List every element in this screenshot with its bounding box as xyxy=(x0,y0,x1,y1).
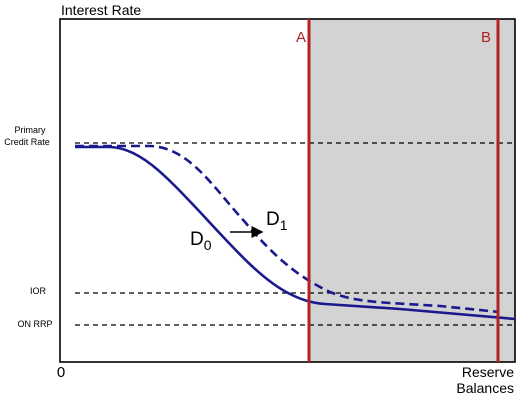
demand-curve-d1 xyxy=(75,144,500,314)
curve-label-d0: D0 xyxy=(190,229,212,253)
on-rrp-label: ON RRP xyxy=(17,319,52,329)
curve-label-d1-sub: 1 xyxy=(280,217,288,233)
primary-credit-label-line2: Credit Rate xyxy=(4,137,50,147)
origin-label: 0 xyxy=(57,364,65,381)
plot-frame xyxy=(59,18,516,363)
curve-label-d1-main: D xyxy=(266,209,280,230)
x-axis-label-line1: Reserve xyxy=(462,364,514,380)
ior-label: IOR xyxy=(30,286,47,296)
curve-label-d0-main: D xyxy=(190,229,204,250)
y-axis-label: Interest Rate xyxy=(61,2,141,18)
marker-label-a: A xyxy=(296,29,306,46)
x-axis-label-line2: Balances xyxy=(456,380,514,396)
marker-label-b: B xyxy=(481,29,491,46)
curve-label-d1: D1 xyxy=(266,209,288,233)
primary-credit-label-line1: Primary xyxy=(15,125,46,135)
curve-label-d0-sub: 0 xyxy=(204,237,212,253)
